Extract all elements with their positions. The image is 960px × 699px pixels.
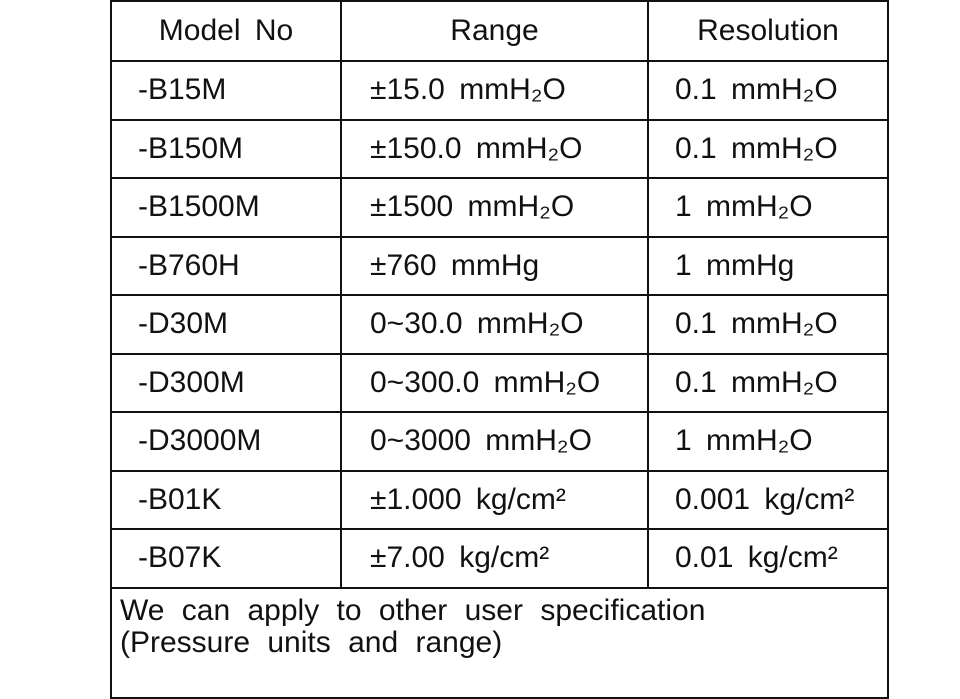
range-cell: ±150.0 mmH₂O bbox=[340, 118, 649, 179]
resolution-cell: 0.1 mmH₂O bbox=[647, 118, 889, 179]
table-header-row: Model No Range Resolution bbox=[110, 0, 889, 62]
resolution-cell: 0.01 kg/cm² bbox=[647, 528, 889, 589]
model-cell: -B1500M bbox=[110, 177, 342, 238]
model-cell: -D300M bbox=[110, 352, 342, 413]
table-row: -B01K ±1.000 kg/cm² 0.001 kg/cm² bbox=[110, 469, 889, 530]
table-row: -B150M ±150.0 mmH₂O 0.1 mmH₂O bbox=[110, 118, 889, 179]
resolution-cell: 0.1 mmH₂O bbox=[647, 60, 889, 121]
header-range: Range bbox=[340, 0, 649, 62]
resolution-cell: 0.1 mmH₂O bbox=[647, 352, 889, 413]
range-cell: ±1.000 kg/cm² bbox=[340, 469, 649, 530]
resolution-cell: 0.1 mmH₂O bbox=[647, 294, 889, 355]
model-cell: -B01K bbox=[110, 469, 342, 530]
resolution-cell: 0.001 kg/cm² bbox=[647, 469, 889, 530]
model-cell: -B150M bbox=[110, 118, 342, 179]
table-row: -B15M ±15.0 mmH₂O 0.1 mmH₂O bbox=[110, 60, 889, 121]
model-cell: -D30M bbox=[110, 294, 342, 355]
table-row: -D30M 0~30.0 mmH₂O 0.1 mmH₂O bbox=[110, 294, 889, 355]
table-row: -D300M 0~300.0 mmH₂O 0.1 mmH₂O bbox=[110, 352, 889, 413]
header-model-no: Model No bbox=[110, 0, 342, 62]
table-row: -D3000M 0~3000 mmH₂O 1 mmH₂O bbox=[110, 411, 889, 472]
table-row: -B1500M ±1500 mmH₂O 1 mmH₂O bbox=[110, 177, 889, 238]
table-row: -B07K ±7.00 kg/cm² 0.01 kg/cm² bbox=[110, 528, 889, 589]
note-row: We can apply to other user specification… bbox=[110, 586, 889, 699]
range-cell: ±760 mmHg bbox=[340, 235, 649, 296]
model-cell: -B07K bbox=[110, 528, 342, 589]
table-row: -B760H ±760 mmHg 1 mmHg bbox=[110, 235, 889, 296]
note-line-1: We can apply to other user specification bbox=[120, 593, 706, 627]
range-cell: ±15.0 mmH₂O bbox=[340, 60, 649, 121]
model-cell: -D3000M bbox=[110, 411, 342, 472]
note-line-2: (Pressure units and range) bbox=[120, 625, 503, 659]
resolution-cell: 1 mmHg bbox=[647, 235, 889, 296]
spec-table: Model No Range Resolution -B15M ±15.0 mm… bbox=[110, 0, 889, 699]
range-cell: 0~3000 mmH₂O bbox=[340, 411, 649, 472]
note-cell: We can apply to other user specification… bbox=[110, 586, 889, 699]
model-cell: -B15M bbox=[110, 60, 342, 121]
range-cell: ±1500 mmH₂O bbox=[340, 177, 649, 238]
resolution-cell: 1 mmH₂O bbox=[647, 411, 889, 472]
resolution-cell: 1 mmH₂O bbox=[647, 177, 889, 238]
range-cell: 0~300.0 mmH₂O bbox=[340, 352, 649, 413]
model-cell: -B760H bbox=[110, 235, 342, 296]
range-cell: 0~30.0 mmH₂O bbox=[340, 294, 649, 355]
range-cell: ±7.00 kg/cm² bbox=[340, 528, 649, 589]
header-resolution: Resolution bbox=[647, 0, 889, 62]
